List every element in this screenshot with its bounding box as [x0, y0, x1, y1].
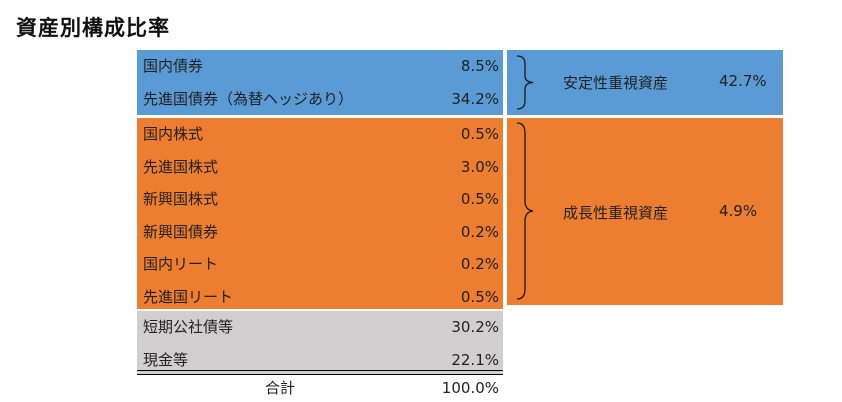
row-label: 国内リート [143, 255, 219, 273]
table-row: 先進国株式 3.0% [137, 151, 503, 184]
table-row: 現金等 22.1% [137, 344, 503, 377]
row-value: 0.5% [460, 190, 499, 208]
stable-category-box: 安定性重視資産 42.7% [507, 50, 783, 115]
row-label: 現金等 [143, 350, 189, 369]
table-row: 短期公社債等 30.2% [137, 311, 503, 344]
total-divider [137, 370, 503, 375]
row-value: 0.2% [460, 255, 499, 273]
row-value: 0.2% [460, 222, 499, 241]
table-row: 先進国債券（為替ヘッジあり） 34.2% [137, 83, 503, 116]
row-value: 0.5% [460, 125, 499, 143]
total-value: 100.0% [441, 379, 499, 397]
page-title: 資産別構成比率 [16, 16, 170, 40]
category-total: 4.9% [719, 202, 758, 220]
table-row: 先進国リート 0.5% [137, 281, 503, 314]
stable-assets-block: 国内債券 8.5% 先進国債券（為替ヘッジあり） 34.2% [137, 50, 503, 115]
row-label: 短期公社債等 [143, 318, 234, 336]
brace-icon [516, 122, 534, 300]
row-label: 新興国株式 [143, 190, 219, 208]
row-label: 先進国株式 [143, 157, 219, 176]
row-label: 新興国債券 [143, 222, 219, 241]
brace-icon [516, 55, 534, 110]
row-value: 34.2% [451, 89, 499, 108]
row-label: 国内債券 [143, 57, 204, 75]
table-row: 国内株式 0.5% [137, 118, 503, 151]
category-label: 安定性重視資産 [563, 74, 669, 92]
row-label: 先進国債券（為替ヘッジあり） [143, 89, 354, 108]
row-value: 22.1% [451, 350, 499, 369]
total-row: 合計 100.0% [137, 374, 503, 402]
table-row: 国内債券 8.5% [137, 50, 503, 83]
row-value: 8.5% [460, 57, 499, 75]
row-value: 3.0% [460, 157, 499, 176]
table-row: 新興国債券 0.2% [137, 216, 503, 249]
growth-category-box: 成長性重視資産 4.9% [507, 115, 783, 305]
row-value: 30.2% [451, 318, 499, 336]
total-label: 合計 [265, 379, 296, 397]
table-row: 国内リート 0.2% [137, 248, 503, 281]
growth-assets-block: 国内株式 0.5% 先進国株式 3.0% 新興国株式 0.5% 新興国債券 0.… [137, 115, 503, 309]
other-assets-block: 短期公社債等 30.2% 現金等 22.1% [137, 309, 503, 374]
category-label: 成長性重視資産 [563, 204, 669, 222]
row-value: 0.5% [460, 287, 499, 306]
category-total: 42.7% [719, 72, 767, 90]
table-row: 新興国株式 0.5% [137, 183, 503, 216]
row-label: 先進国リート [143, 287, 234, 306]
row-label: 国内株式 [143, 125, 204, 143]
